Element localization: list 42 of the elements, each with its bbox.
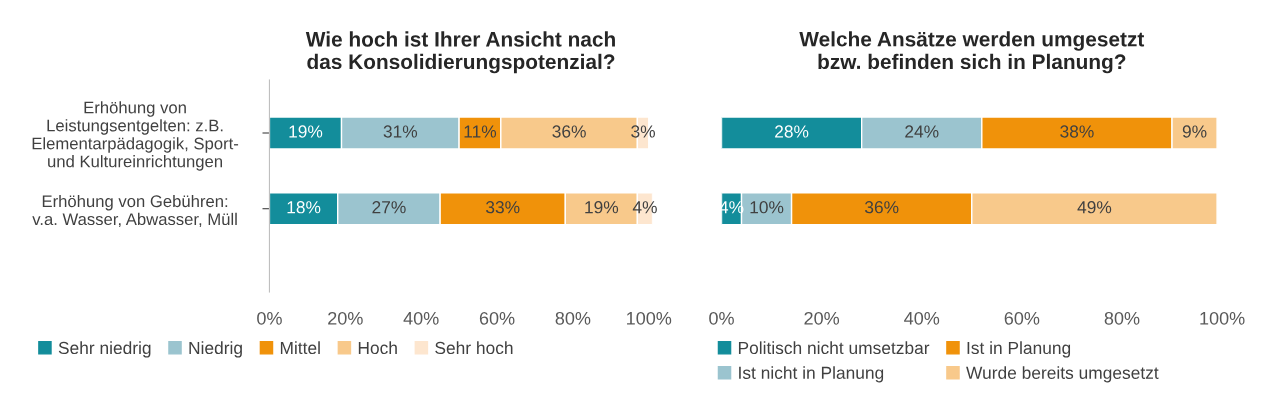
data-label: 49% <box>1077 201 1112 214</box>
x-tick-label: 60% <box>479 311 515 325</box>
chart-title: Welche Ansätze werden umgesetzt bzw. befinden sich in Planung? <box>799 31 1145 74</box>
data-label: 11% <box>464 125 497 138</box>
data-label: 28% <box>775 125 809 138</box>
y-tick-label: Erhöhung von Leistungsentgelten: z.B. Elementarpädagogik, Sport- und Kultureinrichtungen <box>32 101 239 171</box>
x-tick-label: 60% <box>1004 311 1040 325</box>
x-tick-label: 100% <box>1200 311 1245 325</box>
x-tick-label: 20% <box>328 311 363 325</box>
legend-label: Niedrig <box>189 341 242 358</box>
x-tick-label: 0% <box>257 311 282 325</box>
x-tick-label: 80% <box>555 311 591 325</box>
data-label: 19% <box>289 125 323 138</box>
data-label: 38% <box>1060 125 1094 138</box>
data-label: 27% <box>372 201 406 214</box>
x-tick-label: 100% <box>627 311 672 325</box>
legend-label: Hoch <box>358 341 397 355</box>
data-label: 4% <box>632 201 657 214</box>
x-tick-label: 40% <box>403 311 439 325</box>
legend-label: Mittel <box>280 341 320 355</box>
data-label: 36% <box>864 201 899 214</box>
data-label: 24% <box>905 125 939 138</box>
data-label: 3% <box>631 125 655 138</box>
legend-label: Wurde bereits umgesetzt <box>966 366 1159 383</box>
x-tick-label: 80% <box>1104 311 1140 325</box>
data-label: 18% <box>287 201 321 214</box>
legend-label: Ist nicht in Planung <box>739 366 884 383</box>
legend-label: Sehr hoch <box>435 341 513 355</box>
data-label: 33% <box>486 201 520 214</box>
data-label: 19% <box>585 201 619 214</box>
x-tick-label: 40% <box>904 311 940 325</box>
legend-label: Sehr niedrig <box>58 341 151 358</box>
legend-label: Ist in Planung <box>967 341 1071 358</box>
legend-label: Politisch nicht umsetzbar <box>738 341 930 355</box>
chart-title: Wie hoch ist Ihrer Ansicht nach das Konsolidierungspotenzial? <box>305 31 615 74</box>
y-tick-label: Erhöhung von Gebühren: v.a. Wasser, Abwasser, Müll <box>32 194 237 228</box>
data-label: 10% <box>750 201 784 214</box>
data-label: 9% <box>1182 125 1207 138</box>
data-label: 36% <box>552 125 586 138</box>
data-label: 31% <box>383 125 418 138</box>
x-tick-label: 20% <box>804 311 840 325</box>
x-tick-label: 0% <box>709 311 734 325</box>
